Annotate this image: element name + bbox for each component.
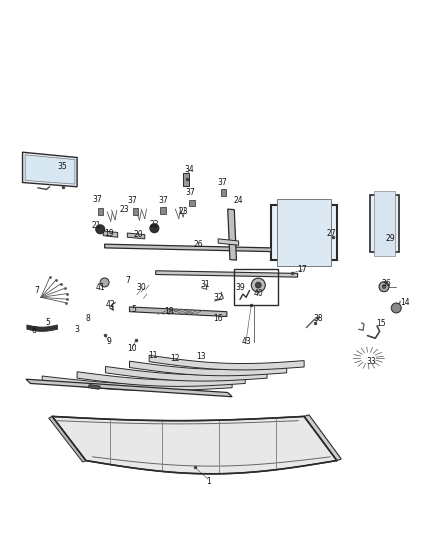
- Text: 37: 37: [186, 188, 195, 197]
- Circle shape: [382, 285, 386, 289]
- Circle shape: [255, 282, 261, 288]
- Circle shape: [150, 224, 159, 233]
- Text: 23: 23: [119, 205, 129, 214]
- Polygon shape: [183, 173, 189, 185]
- Text: 17: 17: [297, 265, 307, 274]
- Text: 41: 41: [95, 283, 105, 292]
- Text: 40: 40: [254, 288, 263, 297]
- Polygon shape: [49, 416, 86, 462]
- Bar: [271, 205, 337, 260]
- Polygon shape: [228, 209, 237, 260]
- Text: 10: 10: [127, 344, 137, 353]
- Text: 9: 9: [106, 337, 111, 346]
- Text: 37: 37: [93, 195, 102, 204]
- Text: 37: 37: [127, 196, 138, 205]
- Text: 14: 14: [400, 297, 410, 306]
- Text: 32: 32: [213, 293, 223, 302]
- Polygon shape: [130, 307, 227, 317]
- Text: 16: 16: [213, 314, 223, 323]
- Text: 42: 42: [106, 300, 116, 309]
- Polygon shape: [27, 325, 57, 332]
- Text: 23: 23: [178, 207, 188, 216]
- Text: 31: 31: [200, 279, 210, 288]
- Polygon shape: [155, 271, 297, 277]
- Text: 37: 37: [218, 178, 227, 187]
- Polygon shape: [106, 367, 267, 381]
- Bar: [234, 269, 278, 305]
- Text: 30: 30: [136, 283, 146, 292]
- Text: 38: 38: [314, 314, 323, 323]
- Text: 5: 5: [131, 304, 136, 313]
- Polygon shape: [103, 231, 118, 237]
- Polygon shape: [26, 379, 232, 397]
- Text: 13: 13: [196, 352, 205, 361]
- Text: 1: 1: [206, 478, 211, 486]
- Text: 18: 18: [164, 307, 173, 316]
- Polygon shape: [189, 199, 194, 206]
- Polygon shape: [105, 244, 272, 252]
- Polygon shape: [25, 155, 75, 184]
- Text: 39: 39: [235, 283, 245, 292]
- Polygon shape: [160, 207, 166, 214]
- Text: 21: 21: [91, 221, 101, 230]
- Circle shape: [251, 278, 265, 292]
- Polygon shape: [127, 233, 145, 239]
- Text: 29: 29: [385, 235, 395, 244]
- Circle shape: [96, 225, 105, 234]
- Circle shape: [379, 282, 389, 292]
- Text: 26: 26: [193, 240, 203, 249]
- Text: 35: 35: [58, 162, 67, 171]
- Polygon shape: [149, 356, 304, 370]
- Text: 8: 8: [86, 314, 90, 323]
- Polygon shape: [130, 361, 287, 376]
- Text: 6: 6: [31, 326, 36, 335]
- Text: 20: 20: [134, 230, 143, 239]
- Text: 7: 7: [34, 286, 39, 295]
- Bar: [374, 191, 395, 256]
- Text: 33: 33: [366, 357, 376, 366]
- Text: 27: 27: [327, 229, 336, 238]
- Circle shape: [100, 278, 109, 287]
- Polygon shape: [221, 189, 226, 196]
- Text: 36: 36: [381, 279, 391, 288]
- Text: 37: 37: [158, 196, 168, 205]
- Polygon shape: [304, 415, 341, 461]
- Text: 22: 22: [150, 220, 159, 229]
- Text: 19: 19: [104, 229, 114, 238]
- Text: 12: 12: [170, 354, 180, 363]
- Text: 11: 11: [148, 351, 157, 360]
- Polygon shape: [98, 208, 103, 215]
- Text: 24: 24: [234, 196, 244, 205]
- Polygon shape: [22, 152, 77, 187]
- Text: 3: 3: [74, 325, 80, 334]
- Text: 43: 43: [241, 337, 251, 346]
- Text: 15: 15: [376, 319, 385, 328]
- Polygon shape: [52, 416, 337, 474]
- Polygon shape: [88, 384, 100, 389]
- Text: 34: 34: [184, 165, 194, 174]
- Circle shape: [391, 303, 401, 313]
- Polygon shape: [218, 239, 239, 245]
- Polygon shape: [133, 208, 138, 215]
- Bar: [370, 195, 399, 252]
- Bar: [276, 199, 331, 266]
- Polygon shape: [42, 376, 232, 391]
- Text: 5: 5: [46, 318, 50, 327]
- Polygon shape: [77, 372, 245, 386]
- Text: 7: 7: [125, 276, 130, 285]
